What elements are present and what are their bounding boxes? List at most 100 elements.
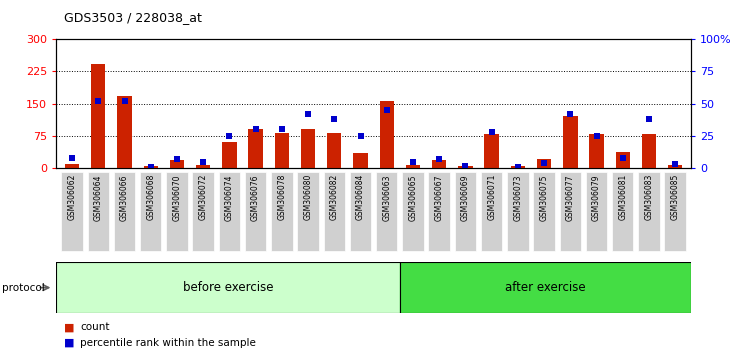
Point <box>460 163 472 169</box>
Text: GSM306076: GSM306076 <box>251 174 260 221</box>
FancyBboxPatch shape <box>324 172 345 251</box>
Point <box>669 161 681 167</box>
Point <box>512 164 524 170</box>
Point <box>119 98 131 104</box>
Point <box>381 107 393 113</box>
Text: GSM306067: GSM306067 <box>435 174 444 221</box>
Point <box>276 127 288 132</box>
Point <box>538 160 550 166</box>
FancyBboxPatch shape <box>350 172 371 251</box>
Text: GSM306084: GSM306084 <box>356 174 365 221</box>
Bar <box>65 164 80 168</box>
Bar <box>91 64 105 168</box>
Text: GSM306066: GSM306066 <box>120 174 129 221</box>
Text: GSM306081: GSM306081 <box>618 174 627 220</box>
Text: GSM306085: GSM306085 <box>671 174 680 221</box>
Bar <box>484 134 499 168</box>
Text: GSM306069: GSM306069 <box>461 174 470 221</box>
FancyBboxPatch shape <box>376 172 397 251</box>
Text: GSM306070: GSM306070 <box>173 174 182 221</box>
Text: protocol: protocol <box>2 282 44 293</box>
Text: before exercise: before exercise <box>183 281 273 294</box>
Text: GSM306077: GSM306077 <box>566 174 575 221</box>
Bar <box>327 133 342 168</box>
FancyBboxPatch shape <box>271 172 293 251</box>
Point <box>617 155 629 161</box>
Bar <box>616 152 630 168</box>
FancyBboxPatch shape <box>140 172 161 251</box>
FancyBboxPatch shape <box>219 172 240 251</box>
Text: GSM306080: GSM306080 <box>303 174 312 221</box>
Text: ■: ■ <box>64 338 74 348</box>
FancyBboxPatch shape <box>612 172 634 251</box>
Text: percentile rank within the sample: percentile rank within the sample <box>80 338 256 348</box>
Bar <box>249 130 263 168</box>
FancyBboxPatch shape <box>665 172 686 251</box>
Bar <box>143 166 158 168</box>
FancyBboxPatch shape <box>638 172 659 251</box>
Bar <box>301 130 315 168</box>
Point <box>198 159 210 165</box>
Text: GSM306062: GSM306062 <box>68 174 77 221</box>
Text: GSM306064: GSM306064 <box>94 174 103 221</box>
Bar <box>400 262 691 313</box>
Point <box>66 155 78 161</box>
Point <box>590 133 602 139</box>
Bar <box>222 142 237 168</box>
FancyBboxPatch shape <box>586 172 608 251</box>
FancyBboxPatch shape <box>166 172 188 251</box>
Text: GSM306068: GSM306068 <box>146 174 155 221</box>
Bar <box>563 116 578 168</box>
Point <box>92 98 104 104</box>
FancyBboxPatch shape <box>428 172 450 251</box>
Bar <box>117 96 131 168</box>
FancyBboxPatch shape <box>88 172 109 251</box>
Bar <box>353 153 368 168</box>
Text: GSM306072: GSM306072 <box>199 174 208 221</box>
Bar <box>668 165 683 168</box>
Text: ■: ■ <box>64 322 74 332</box>
Point <box>643 116 655 122</box>
Text: count: count <box>80 322 110 332</box>
Text: GDS3503 / 228038_at: GDS3503 / 228038_at <box>64 11 202 24</box>
Point <box>354 133 366 139</box>
Bar <box>170 160 184 168</box>
Point <box>433 156 445 162</box>
Point <box>171 156 183 162</box>
Point <box>328 116 340 122</box>
Bar <box>275 133 289 168</box>
FancyBboxPatch shape <box>62 172 83 251</box>
Point <box>564 111 576 117</box>
FancyBboxPatch shape <box>403 172 424 251</box>
Point <box>145 164 157 170</box>
Bar <box>511 166 525 168</box>
Bar <box>406 165 420 168</box>
FancyBboxPatch shape <box>192 172 214 251</box>
Bar <box>196 165 210 168</box>
Text: GSM306074: GSM306074 <box>225 174 234 221</box>
Bar <box>642 134 656 168</box>
FancyBboxPatch shape <box>507 172 529 251</box>
Bar <box>379 101 394 168</box>
Text: after exercise: after exercise <box>505 281 586 294</box>
FancyBboxPatch shape <box>297 172 319 251</box>
Bar <box>590 134 604 168</box>
Text: GSM306082: GSM306082 <box>330 174 339 220</box>
Text: GSM306083: GSM306083 <box>644 174 653 221</box>
Bar <box>537 159 551 168</box>
Point <box>302 111 314 117</box>
Text: GSM306078: GSM306078 <box>277 174 286 221</box>
FancyBboxPatch shape <box>454 172 476 251</box>
Bar <box>458 166 472 168</box>
Text: GSM306065: GSM306065 <box>409 174 418 221</box>
Text: GSM306071: GSM306071 <box>487 174 496 221</box>
Point <box>486 129 498 135</box>
Text: GSM306079: GSM306079 <box>592 174 601 221</box>
Bar <box>432 160 446 168</box>
Bar <box>56 262 400 313</box>
Text: GSM306063: GSM306063 <box>382 174 391 221</box>
FancyBboxPatch shape <box>559 172 581 251</box>
FancyBboxPatch shape <box>533 172 555 251</box>
FancyBboxPatch shape <box>113 172 135 251</box>
Point <box>223 133 235 139</box>
